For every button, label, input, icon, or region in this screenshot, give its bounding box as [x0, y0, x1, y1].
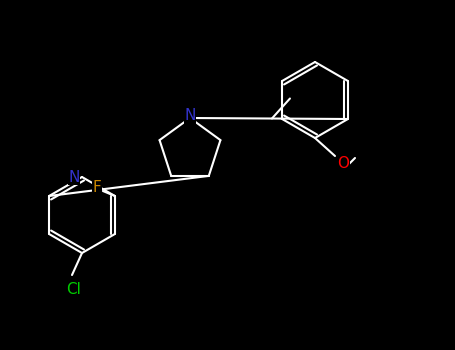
- Text: Cl: Cl: [66, 281, 81, 296]
- Text: N: N: [184, 108, 196, 124]
- Text: F: F: [92, 181, 101, 196]
- Text: O: O: [337, 156, 349, 172]
- Text: N: N: [68, 169, 80, 184]
